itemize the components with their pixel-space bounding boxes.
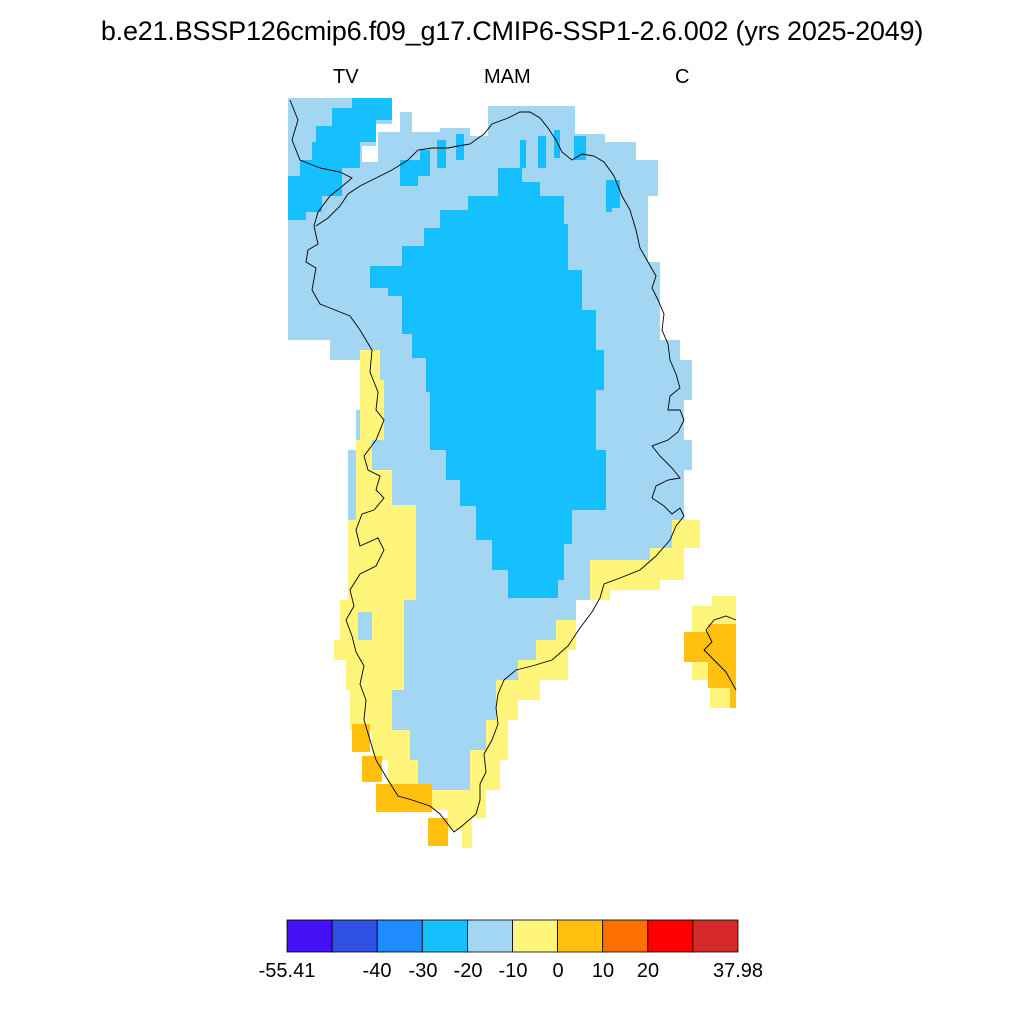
colorbar-swatch [602,919,649,953]
map-region-deep-blue-n2 [437,140,446,168]
colorbar-tick-label: 0 [552,960,564,982]
map-region-yellow-west [334,350,576,848]
map-region-deep-blue-ne [606,180,620,212]
colorbar-swatch [692,919,739,953]
coastline-west [289,99,685,833]
page-title: b.e21.BSSP126cmip6.f09_g17.CMIP6-SSP1-2.… [100,16,924,46]
colorbar-swatch [376,919,423,953]
colorbar-swatch [647,919,694,953]
colorbar-swatch [466,919,513,953]
colorbar-tick-label: -10 [498,960,528,982]
subtitle-units: C [675,66,690,88]
map-region-yellow-east [590,520,700,600]
map-gap-north [362,98,412,162]
colorbar-swatch [331,919,378,953]
map-region-deep-blue-n1 [400,150,430,186]
colorbar-tick-label: -55.41 [258,960,316,982]
colorbar-tick-label: 20 [636,960,660,982]
map-region-deep-blue-n5 [538,136,546,168]
map-region-deep-blue-n6 [554,130,560,158]
map-region-deep-blue-n4 [520,140,526,168]
map-region-deep-blue [370,168,606,598]
colorbar-swatch [512,919,558,953]
map-region-orange-4 [428,818,448,846]
colorbar-tick-label: 10 [591,960,615,982]
colorbar-swatch [421,919,468,953]
colorbar-swatch [557,919,604,953]
map-region-deep-blue-n3 [456,134,464,160]
subtitle-season: MAM [484,66,531,88]
colorbar-tick-label: -30 [408,960,438,982]
map-region-light-blue-islet [358,612,372,640]
colorbar-tick-label: -40 [362,960,392,982]
colorbar-tick-label: -20 [453,960,483,982]
map-region-orange-island [684,624,736,708]
coastline-east-island [703,615,737,691]
map-region-orange-1 [352,724,370,752]
colorbar-tick-label: 37.98 [712,960,764,982]
subtitle-variable: TV [333,66,359,88]
map-region-deep-blue-nw [288,98,392,220]
colorbar-swatch [286,919,333,953]
